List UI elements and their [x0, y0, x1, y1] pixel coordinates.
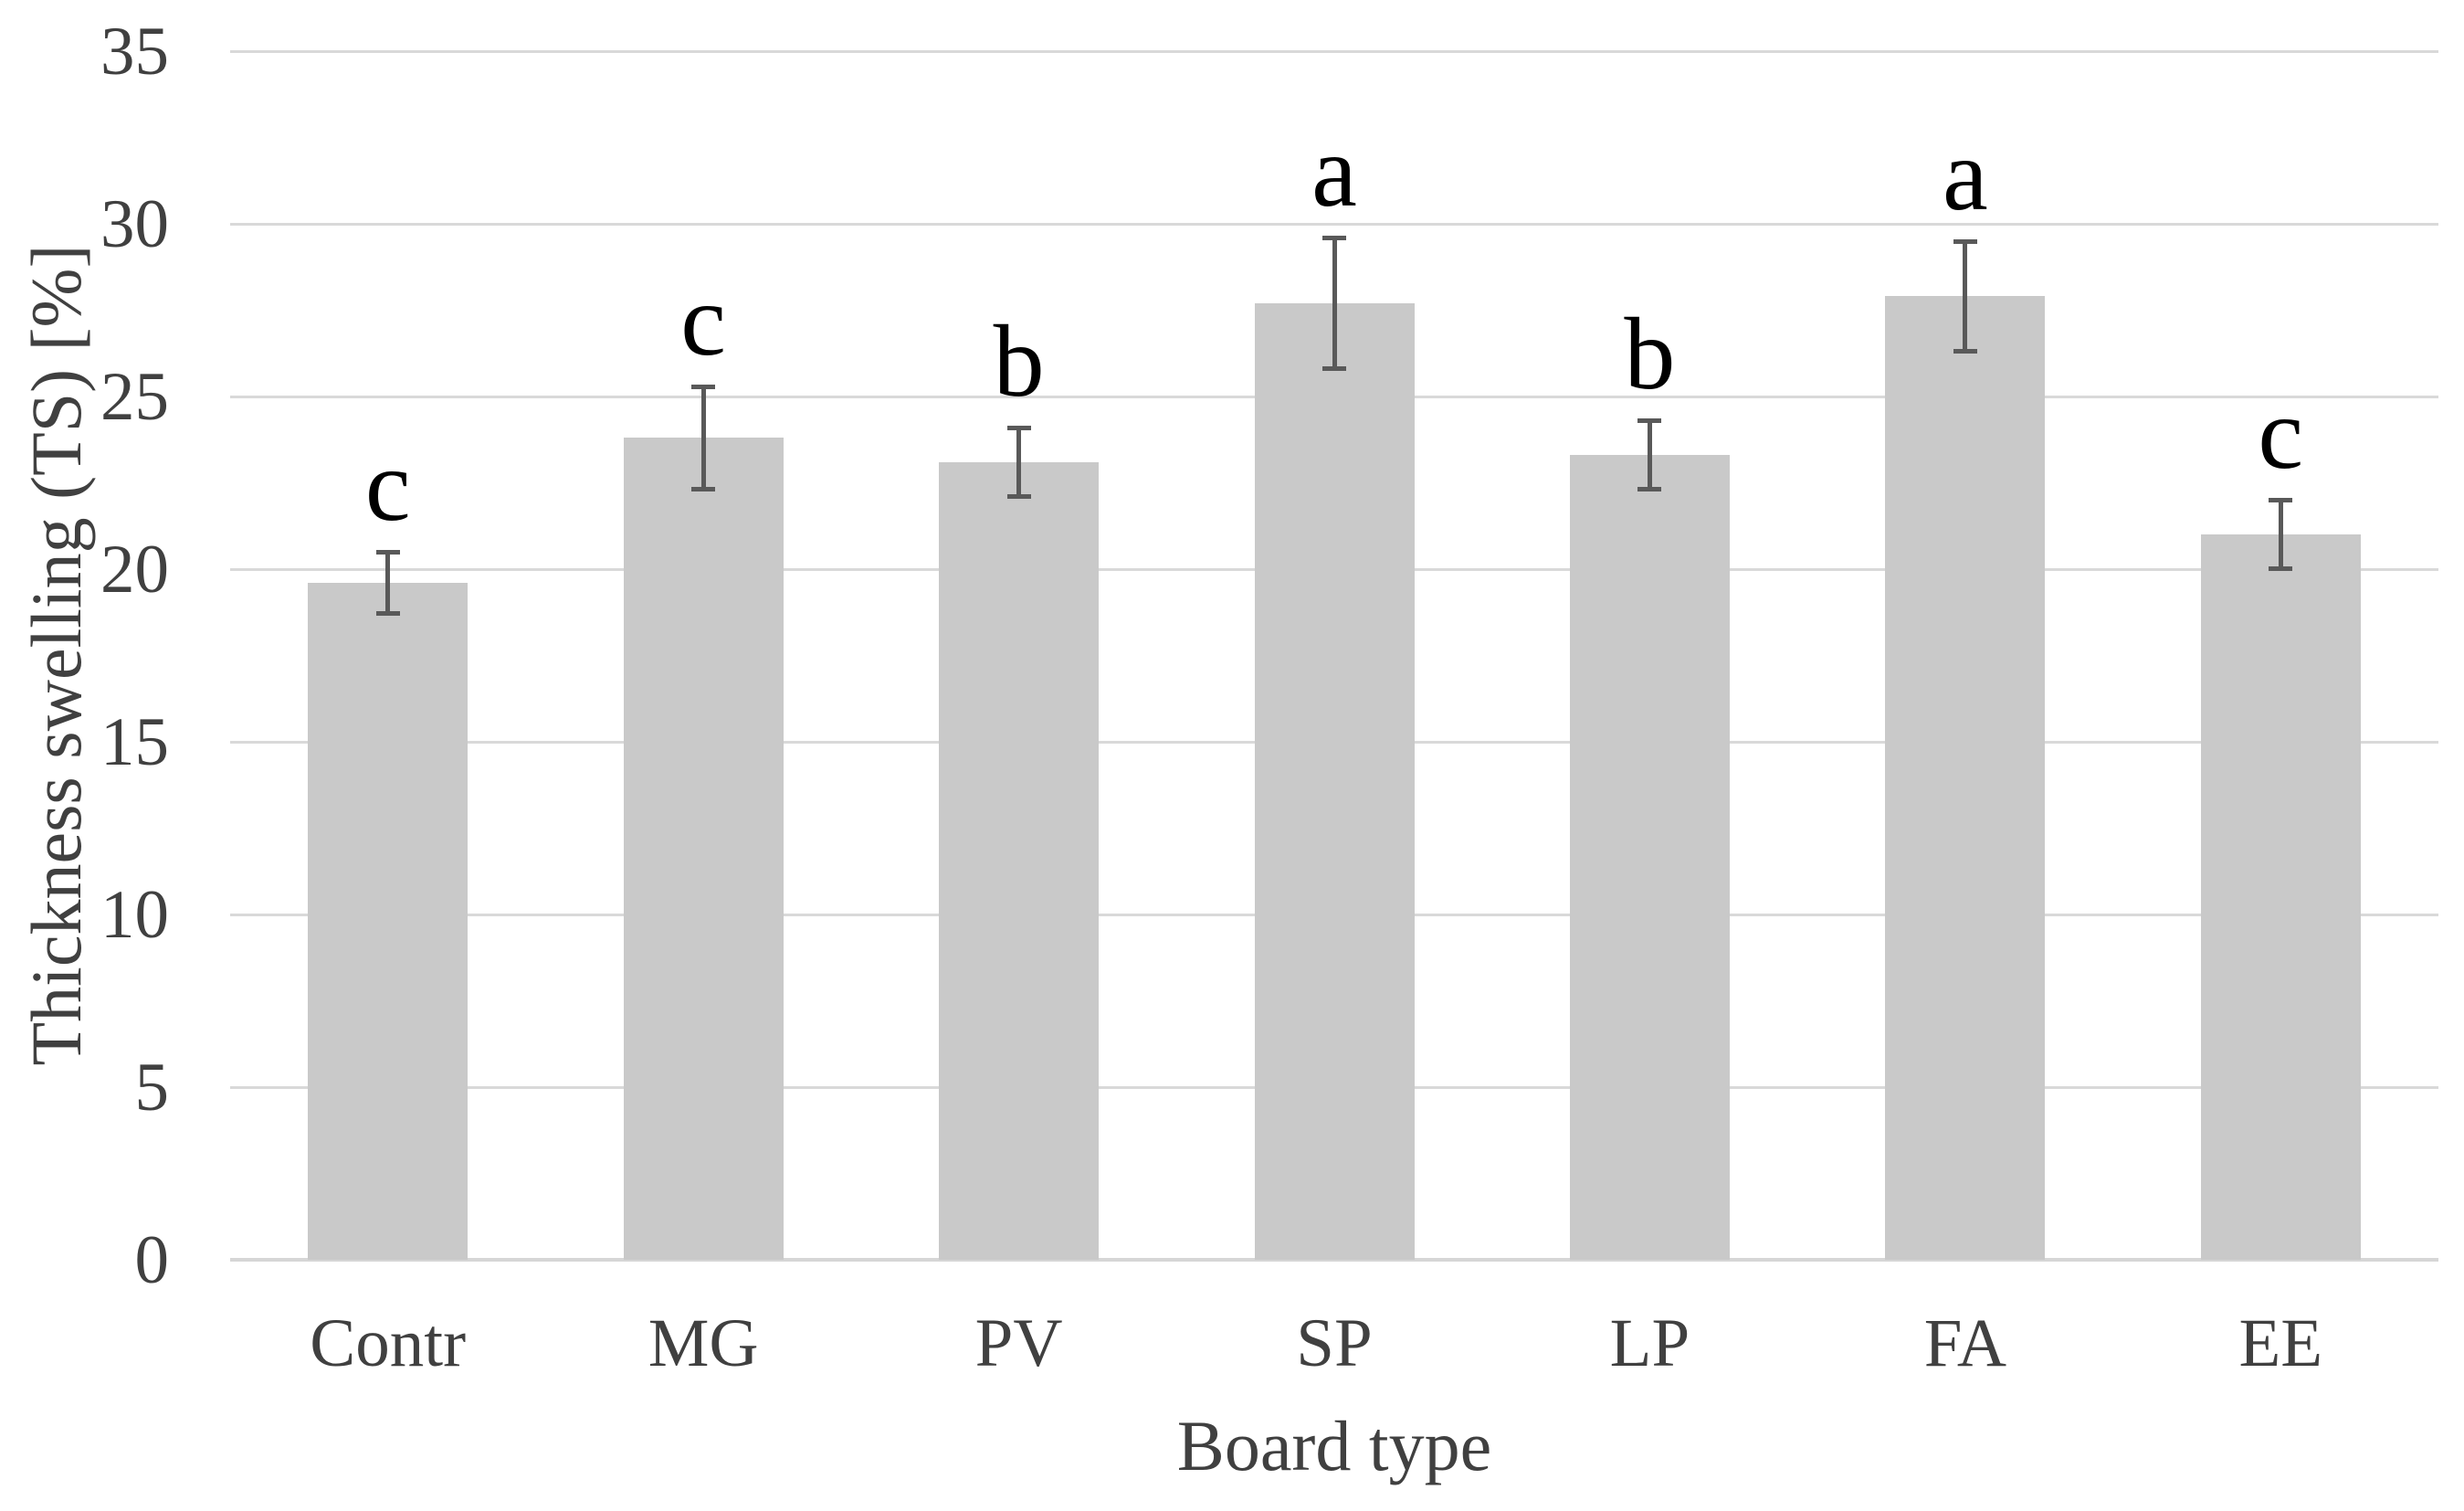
gridline-35 — [230, 49, 2438, 53]
x-axis-title: Board type — [1176, 1406, 1492, 1485]
error-bar-line-PV — [1016, 428, 1022, 497]
x-tick-label-Contr: Contr — [310, 1305, 467, 1381]
x-tick-label-PV: PV — [974, 1305, 1063, 1381]
error-bar-top-cap-Contr — [375, 550, 400, 555]
y-tick-label-20: 20 — [100, 532, 169, 608]
error-bar-line-EE — [2278, 500, 2283, 569]
error-bar-top-cap-SP — [1322, 236, 1346, 241]
significance-letter-MG: c — [680, 263, 726, 377]
error-bar-bottom-cap-Contr — [375, 611, 400, 617]
y-tick-label-25: 25 — [100, 359, 169, 435]
bar-LP — [1569, 455, 1730, 1260]
error-bar-top-cap-MG — [691, 384, 716, 389]
y-tick-label-30: 30 — [100, 186, 169, 262]
x-tick-label-EE: EE — [2238, 1305, 2323, 1381]
bar-EE — [2200, 534, 2361, 1260]
significance-letter-EE: c — [2258, 377, 2304, 491]
error-bar-bottom-cap-SP — [1322, 365, 1346, 371]
significance-letter-FA: a — [1942, 118, 1988, 232]
significance-letter-PV: b — [993, 305, 1045, 419]
gridline-30 — [230, 222, 2438, 226]
x-tick-label-SP: SP — [1296, 1305, 1373, 1381]
y-tick-label-0: 0 — [134, 1222, 170, 1298]
significance-letter-LP: b — [1624, 298, 1676, 412]
error-bar-line-LP — [1647, 420, 1652, 491]
significance-letter-SP: a — [1311, 115, 1357, 229]
error-bar-bottom-cap-EE — [2269, 566, 2293, 571]
error-bar-top-cap-PV — [1006, 426, 1031, 431]
error-bar-line-SP — [1332, 238, 1337, 369]
y-tick-label-10: 10 — [100, 877, 169, 953]
error-bar-bottom-cap-LP — [1637, 487, 1662, 492]
significance-letter-Contr: c — [364, 429, 411, 544]
y-tick-label-5: 5 — [134, 1050, 170, 1125]
error-bar-bottom-cap-MG — [691, 487, 716, 492]
x-tick-label-FA: FA — [1923, 1305, 2006, 1381]
bar-Contr — [308, 583, 469, 1260]
y-tick-label-15: 15 — [100, 704, 169, 780]
error-bar-top-cap-EE — [2269, 498, 2293, 503]
x-tick-label-MG: MG — [648, 1305, 759, 1381]
bar-MG — [623, 438, 784, 1260]
y-tick-label-35: 35 — [100, 14, 169, 90]
error-bar-bottom-cap-FA — [1953, 348, 1977, 354]
bar-PV — [939, 461, 1100, 1260]
bar-FA — [1885, 296, 2046, 1260]
error-bar-bottom-cap-PV — [1006, 493, 1031, 499]
error-bar-line-FA — [1963, 240, 1968, 352]
error-bar-line-MG — [700, 386, 706, 491]
x-tick-label-LP: LP — [1609, 1305, 1690, 1381]
x-axis-line — [230, 1258, 2438, 1262]
bar-SP — [1254, 302, 1415, 1260]
error-bar-line-Contr — [385, 552, 391, 615]
error-bar-top-cap-FA — [1953, 238, 1977, 244]
error-bar-top-cap-LP — [1637, 418, 1662, 424]
